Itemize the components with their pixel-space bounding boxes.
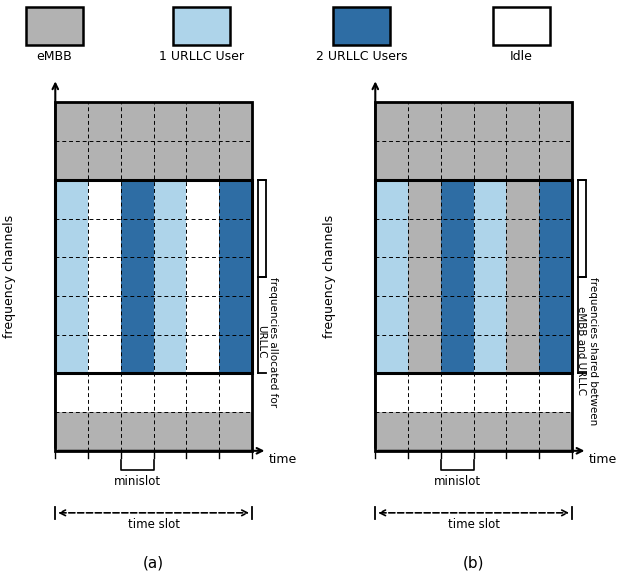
- Bar: [121, 412, 154, 451]
- Text: minislot: minislot: [434, 475, 481, 488]
- Bar: [186, 102, 219, 180]
- Bar: [539, 102, 572, 180]
- Bar: [55, 180, 252, 373]
- Text: time slot: time slot: [127, 518, 180, 531]
- Text: 2 URLLC Users: 2 URLLC Users: [316, 51, 407, 63]
- Bar: [539, 373, 572, 412]
- Bar: [88, 102, 121, 180]
- Bar: [375, 180, 408, 373]
- Text: time: time: [589, 453, 617, 466]
- Bar: [154, 102, 186, 180]
- Bar: [375, 180, 572, 373]
- Bar: [441, 102, 474, 180]
- Bar: [26, 7, 83, 45]
- Bar: [474, 412, 506, 451]
- Text: frequency channels: frequency channels: [3, 215, 16, 338]
- Bar: [441, 180, 474, 373]
- Text: eMBB: eMBB: [36, 51, 72, 63]
- Bar: [506, 373, 539, 412]
- Bar: [408, 102, 441, 180]
- Text: Idle: Idle: [510, 51, 533, 63]
- Bar: [186, 373, 219, 412]
- Bar: [154, 373, 186, 412]
- Bar: [408, 412, 441, 451]
- Text: (b): (b): [463, 556, 484, 571]
- Bar: [493, 7, 550, 45]
- Bar: [219, 180, 252, 373]
- Bar: [441, 373, 474, 412]
- Bar: [55, 412, 88, 451]
- Bar: [121, 102, 154, 180]
- Bar: [219, 102, 252, 180]
- Bar: [375, 412, 408, 451]
- Text: frequencies shared between
eMBB and URLLC: frequencies shared between eMBB and URLL…: [577, 277, 598, 425]
- Bar: [154, 412, 186, 451]
- Bar: [506, 180, 539, 373]
- Bar: [333, 7, 390, 45]
- Bar: [219, 373, 252, 412]
- Bar: [474, 373, 506, 412]
- Bar: [506, 102, 539, 180]
- Bar: [154, 180, 186, 373]
- Bar: [408, 373, 441, 412]
- Bar: [408, 180, 441, 373]
- Bar: [55, 373, 88, 412]
- Text: (a): (a): [143, 556, 164, 571]
- Bar: [55, 102, 88, 180]
- Text: 1 URLLC User: 1 URLLC User: [159, 51, 244, 63]
- Bar: [55, 102, 252, 451]
- Bar: [55, 180, 88, 373]
- Text: frequency channels: frequency channels: [323, 215, 336, 338]
- Bar: [375, 102, 408, 180]
- Text: time: time: [269, 453, 297, 466]
- Bar: [88, 373, 121, 412]
- Bar: [88, 180, 121, 373]
- Bar: [375, 373, 408, 412]
- Bar: [474, 180, 506, 373]
- Bar: [121, 180, 154, 373]
- Text: frequencies allocated for
URLLC: frequencies allocated for URLLC: [257, 277, 278, 407]
- Bar: [506, 412, 539, 451]
- Bar: [539, 412, 572, 451]
- Text: minislot: minislot: [114, 475, 161, 488]
- Bar: [121, 373, 154, 412]
- Text: time slot: time slot: [447, 518, 500, 531]
- Bar: [441, 412, 474, 451]
- Bar: [88, 412, 121, 451]
- Bar: [474, 102, 506, 180]
- Bar: [186, 412, 219, 451]
- Bar: [186, 180, 219, 373]
- Bar: [375, 102, 572, 451]
- Bar: [173, 7, 230, 45]
- Bar: [539, 180, 572, 373]
- Bar: [219, 412, 252, 451]
